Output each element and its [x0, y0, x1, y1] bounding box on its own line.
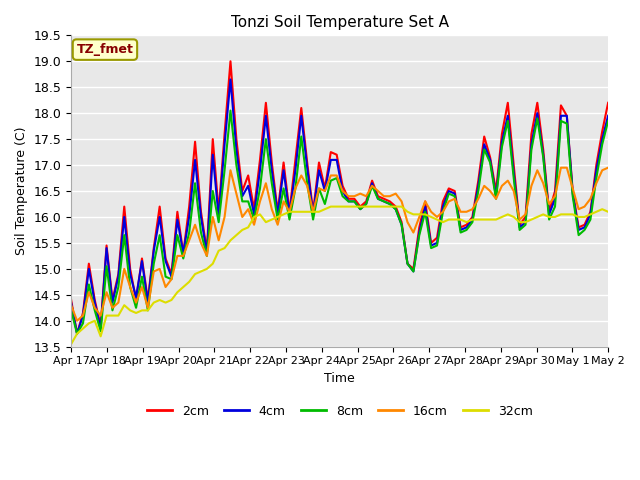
2cm	[504, 100, 511, 106]
4cm	[397, 222, 405, 228]
16cm	[492, 196, 500, 202]
4cm	[227, 77, 234, 83]
32cm	[327, 204, 335, 209]
Line: 8cm: 8cm	[71, 110, 608, 334]
Line: 32cm: 32cm	[71, 206, 608, 344]
32cm	[504, 212, 511, 217]
4cm	[474, 183, 482, 189]
16cm	[468, 206, 476, 212]
Line: 4cm: 4cm	[71, 80, 608, 334]
32cm	[498, 214, 506, 220]
8cm	[67, 308, 75, 313]
2cm	[474, 178, 482, 183]
Y-axis label: Soil Temperature (C): Soil Temperature (C)	[15, 127, 28, 255]
4cm	[504, 113, 511, 119]
Legend: 2cm, 4cm, 8cm, 16cm, 32cm: 2cm, 4cm, 8cm, 16cm, 32cm	[141, 400, 538, 423]
2cm	[510, 162, 518, 168]
4cm	[510, 170, 518, 176]
8cm	[397, 222, 405, 228]
32cm	[522, 219, 529, 225]
32cm	[604, 209, 612, 215]
4cm	[498, 139, 506, 144]
2cm	[397, 219, 405, 225]
16cm	[498, 183, 506, 189]
2cm	[604, 100, 612, 106]
32cm	[392, 204, 399, 209]
2cm	[67, 297, 75, 303]
2cm	[73, 331, 81, 336]
8cm	[73, 331, 81, 336]
4cm	[527, 142, 535, 147]
X-axis label: Time: Time	[324, 372, 355, 385]
8cm	[504, 118, 511, 124]
Line: 2cm: 2cm	[71, 61, 608, 334]
16cm	[504, 178, 511, 183]
4cm	[604, 113, 612, 119]
4cm	[73, 331, 81, 336]
32cm	[468, 216, 476, 222]
8cm	[510, 175, 518, 181]
4cm	[67, 300, 75, 305]
16cm	[604, 165, 612, 170]
16cm	[67, 302, 75, 308]
16cm	[73, 318, 81, 324]
16cm	[522, 212, 529, 217]
Text: TZ_fmet: TZ_fmet	[77, 43, 133, 56]
8cm	[474, 188, 482, 194]
2cm	[227, 59, 234, 64]
8cm	[498, 144, 506, 150]
8cm	[604, 118, 612, 124]
Line: 16cm: 16cm	[71, 168, 608, 321]
32cm	[67, 341, 75, 347]
32cm	[492, 216, 500, 222]
2cm	[527, 131, 535, 137]
Title: Tonzi Soil Temperature Set A: Tonzi Soil Temperature Set A	[230, 15, 449, 30]
16cm	[392, 191, 399, 196]
2cm	[498, 131, 506, 137]
8cm	[527, 146, 535, 152]
8cm	[227, 108, 234, 113]
16cm	[557, 165, 564, 170]
